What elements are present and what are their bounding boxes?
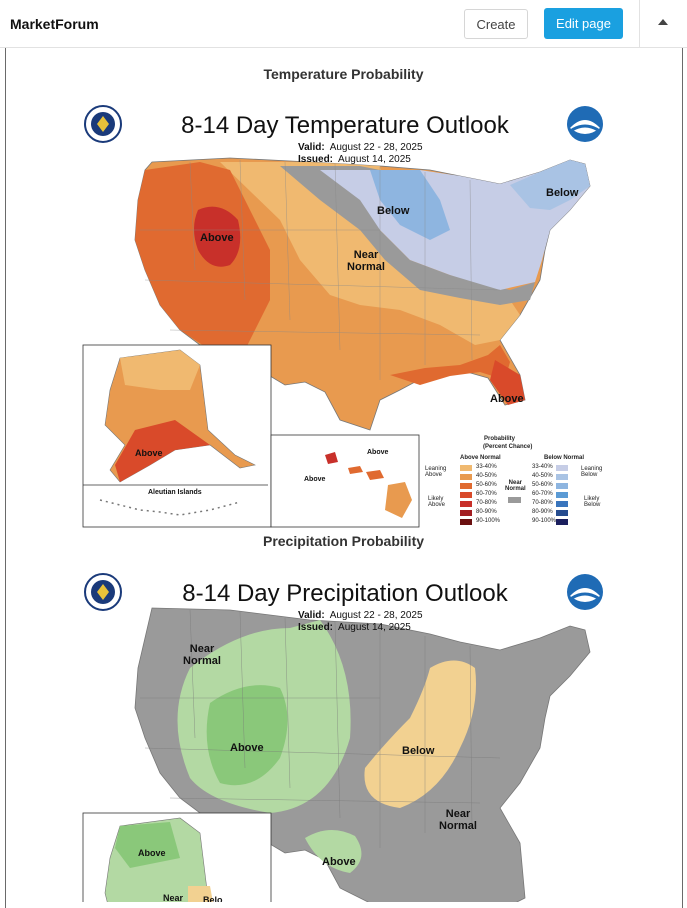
legend-swatch-near <box>508 497 521 503</box>
legend-leaning-above: Leaning Above <box>425 466 447 478</box>
label-above-southwest: Above <box>230 742 264 754</box>
label-above-texas: Above <box>322 856 356 868</box>
precipitation-issued: Issued: August 14, 2025 <box>298 622 411 633</box>
temperature-legend <box>460 465 568 525</box>
label-aleutian-islands: Aleutian Islands <box>148 489 202 496</box>
legend-likely-above: Likely Above <box>428 496 446 508</box>
site-brand[interactable]: MarketForum <box>10 16 99 32</box>
legend-range-above-6: 90-100% <box>476 518 501 524</box>
label-below-alaska-precip: Belo <box>203 895 223 902</box>
legend-range-below-6: 90-100% <box>532 518 557 524</box>
label-near-normal-northwest: Near Normal <box>183 643 221 667</box>
label-above-florida: Above <box>490 393 524 405</box>
temperature-issued: Issued: August 14, 2025 <box>298 154 411 165</box>
legend-below-header: Below Normal <box>544 455 585 461</box>
legend-swatch-below-3 <box>556 492 568 498</box>
precipitation-outlook-map[interactable]: 8-14 Day Precipitation Outlook Valid: Au… <box>80 568 610 902</box>
label-above-west: Above <box>200 232 234 244</box>
label-near-alaska-precip: Near <box>163 893 184 902</box>
content-frame <box>5 48 683 908</box>
legend-range-above-2: 50-60% <box>476 482 497 488</box>
legend-swatch-below-0 <box>556 465 568 471</box>
legend-swatch-above-1 <box>460 474 472 480</box>
legend-swatch-above-5 <box>460 510 472 516</box>
label-near-normal: Near Normal <box>347 249 385 273</box>
legend-range-below-5: 80-90% <box>532 509 553 515</box>
legend-range-below-3: 60-70% <box>532 491 553 497</box>
label-near-normal-southeast: Near Normal <box>439 808 477 832</box>
precipitation-heading: Precipitation Probability <box>262 533 425 549</box>
legend-range-below-4: 70-80% <box>532 500 553 506</box>
legend-near-normal: Near Normal <box>505 480 526 492</box>
legend-range-above-1: 40-50% <box>476 473 497 479</box>
collapse-toggle[interactable] <box>650 12 676 36</box>
precipitation-map-graphic <box>82 573 603 902</box>
legend-swatch-above-6 <box>460 519 472 525</box>
legend-range-above-4: 70-80% <box>476 500 497 506</box>
legend-swatch-above-3 <box>460 492 472 498</box>
label-below-midwest: Below <box>402 745 435 757</box>
top-navigation-bar: MarketForum Create Edit page <box>0 0 687 48</box>
label-above-hawaii-2: Above <box>304 476 326 483</box>
legend-range-above-5: 80-90% <box>476 509 497 515</box>
legend-title: Probability <box>484 436 516 442</box>
caret-up-icon <box>658 19 668 25</box>
legend-leaning-below: Leaning Below <box>581 466 603 478</box>
precipitation-map-title: 8-14 Day Precipitation Outlook <box>182 580 508 607</box>
legend-swatch-below-4 <box>556 501 568 507</box>
temperature-valid: Valid: August 22 - 28, 2025 <box>298 142 423 153</box>
legend-swatch-above-4 <box>460 501 472 507</box>
edit-page-button[interactable]: Edit page <box>544 8 623 39</box>
label-below-north: Below <box>377 205 410 217</box>
legend-subtitle: (Percent Chance) <box>483 444 533 450</box>
legend-range-below-0: 33-40% <box>532 464 553 470</box>
create-button[interactable]: Create <box>464 9 528 39</box>
legend-swatch-above-0 <box>460 465 472 471</box>
legend-range-below-2: 50-60% <box>532 482 553 488</box>
temperature-outlook-map[interactable]: 8-14 Day Temperature Outlook Valid: Augu… <box>80 100 610 530</box>
temperature-heading: Temperature Probability <box>263 66 424 82</box>
legend-likely-below: Likely Below <box>584 496 601 508</box>
legend-range-above-0: 33-40% <box>476 464 497 470</box>
temperature-map-title: 8-14 Day Temperature Outlook <box>181 112 509 139</box>
precipitation-valid: Valid: August 22 - 28, 2025 <box>298 610 423 621</box>
legend-above-header: Above Normal <box>460 455 501 461</box>
label-above-alaska: Above <box>135 448 163 458</box>
label-below-northeast: Below <box>546 187 579 199</box>
legend-swatch-below-1 <box>556 474 568 480</box>
legend-swatch-below-2 <box>556 483 568 489</box>
legend-swatch-below-6 <box>556 519 568 525</box>
legend-range-below-1: 40-50% <box>532 473 553 479</box>
label-above-alaska-precip: Above <box>138 848 166 858</box>
header-divider <box>639 0 640 48</box>
legend-swatch-above-2 <box>460 483 472 489</box>
temperature-map-graphic <box>82 105 603 528</box>
legend-swatch-below-5 <box>556 510 568 516</box>
label-above-hawaii-1: Above <box>367 449 389 456</box>
legend-range-above-3: 60-70% <box>476 491 497 497</box>
